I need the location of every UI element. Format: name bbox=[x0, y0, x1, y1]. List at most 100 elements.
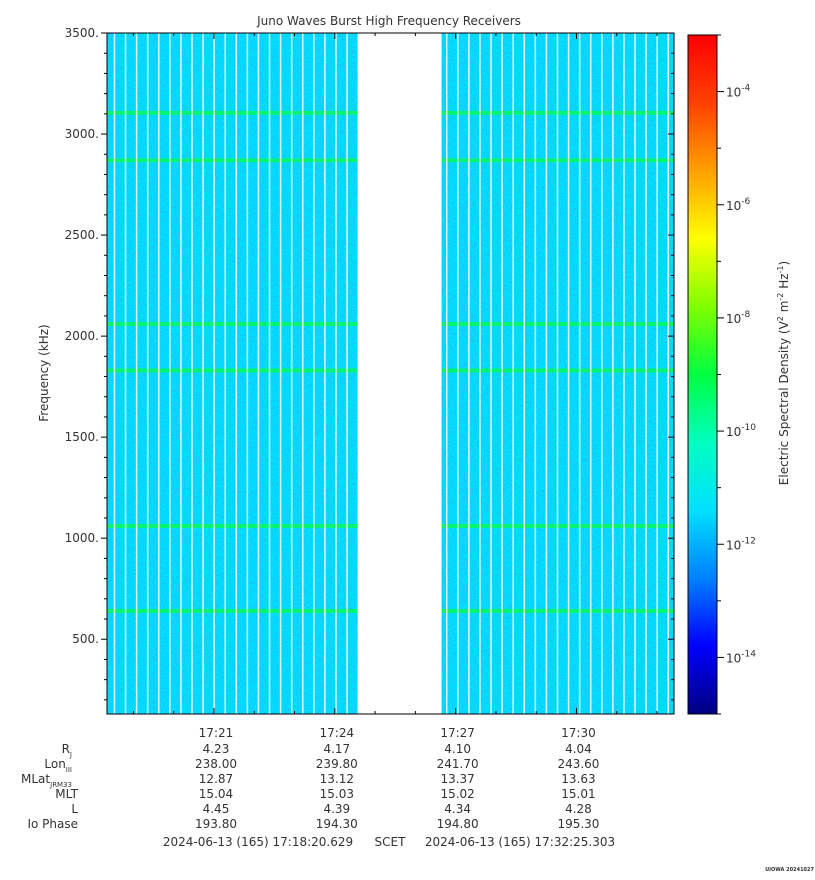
ephemeris-value: 12.87 bbox=[199, 772, 233, 786]
sweep-gap-line bbox=[490, 33, 492, 714]
ephemeris-value: 195.30 bbox=[557, 817, 599, 831]
sweep-gap-line bbox=[556, 33, 559, 714]
ephemeris-value: 239.80 bbox=[316, 757, 358, 771]
ephemeris-value: 4.04 bbox=[565, 742, 592, 756]
sweep-gap-line bbox=[279, 33, 282, 714]
colorbar bbox=[687, 34, 718, 715]
sweep-gap-line bbox=[290, 33, 293, 714]
sweep-gap-line bbox=[146, 33, 149, 714]
y-tick-label: 3500. bbox=[65, 26, 99, 40]
sweep-gap-line bbox=[268, 33, 271, 714]
ephemeris-value: 13.37 bbox=[440, 772, 474, 786]
sweep-gap-line bbox=[313, 33, 315, 714]
ephemeris-value: 4.34 bbox=[444, 802, 471, 816]
sweep-gap-line bbox=[191, 33, 193, 714]
ephemeris-value: 193.80 bbox=[195, 817, 237, 831]
sweep-gap-line bbox=[457, 33, 459, 714]
credit-label: UIOWA 20241027 bbox=[765, 867, 814, 873]
ephemeris-row-label: Io Phase bbox=[27, 817, 78, 831]
sweep-gap-line bbox=[346, 33, 348, 714]
chart-title: Juno Waves Burst High Frequency Receiver… bbox=[256, 14, 521, 28]
y-tick-label: 1500. bbox=[65, 430, 99, 444]
ephemeris-row-label: MLatJRM33 bbox=[21, 772, 72, 789]
sweep-gap-line bbox=[180, 33, 182, 714]
sweep-gap-line bbox=[124, 33, 127, 714]
data-gap bbox=[357, 33, 442, 714]
ephemeris-value: 4.10 bbox=[444, 742, 471, 756]
sweep-gap-line bbox=[645, 33, 647, 714]
sweep-gap-line bbox=[445, 33, 448, 714]
sweep-gap-line bbox=[246, 33, 249, 714]
plot-frame bbox=[106, 32, 675, 715]
ephemeris-value: 4.39 bbox=[323, 802, 350, 816]
sweep-gap-line bbox=[335, 33, 337, 714]
sweep-gap-line bbox=[169, 33, 171, 714]
sweep-gap-line bbox=[158, 33, 160, 714]
ephemeris-row-label: RJ bbox=[62, 742, 72, 759]
ephemeris-value: 15.01 bbox=[561, 787, 595, 801]
sweep-gap-line bbox=[213, 33, 215, 714]
sweep-gap-line bbox=[324, 33, 326, 714]
sweep-gap-line bbox=[589, 33, 592, 714]
x-tick-label: 17:24 bbox=[320, 726, 355, 740]
sweep-gap-line bbox=[113, 33, 116, 714]
ephemeris-value: 15.02 bbox=[440, 787, 474, 801]
sweep-gap-line bbox=[302, 33, 304, 714]
sweep-gap-line bbox=[135, 33, 138, 714]
sweep-gap-line bbox=[468, 33, 470, 714]
y-tick-label: 500. bbox=[72, 632, 99, 646]
sweep-gap-line bbox=[512, 33, 514, 714]
colorbar-tick-label: 10-10 bbox=[726, 423, 756, 439]
sweep-gap-line bbox=[623, 33, 625, 714]
ephemeris-value: 4.28 bbox=[565, 802, 592, 816]
spectrogram-plot-area bbox=[107, 33, 674, 714]
colorbar-axis: 10-14 10-12 10-10 10-8 10-6 10-4 bbox=[717, 34, 756, 715]
sweep-gap-line bbox=[479, 33, 481, 714]
ephemeris-value: 238.00 bbox=[195, 757, 237, 771]
y-tick-label: 3000. bbox=[65, 127, 99, 141]
sweep-gap-line bbox=[224, 33, 226, 714]
sweep-gap-line bbox=[578, 33, 581, 714]
ephemeris-row-label: MLT bbox=[55, 787, 78, 801]
y-axis-label: Frequency (kHz) bbox=[37, 324, 51, 421]
ephemeris-value: 4.45 bbox=[203, 802, 230, 816]
colorbar-tick-label: 10-12 bbox=[726, 536, 756, 552]
ephemeris-value: 243.60 bbox=[557, 757, 599, 771]
ephemeris-value: 15.04 bbox=[199, 787, 233, 801]
ephemeris-value: 194.30 bbox=[316, 817, 358, 831]
ephemeris-row-label: L bbox=[71, 802, 78, 816]
ephemeris-table: RJ 4.23 4.17 4.10 4.04 LonIII 238.00 239.80 241.… bbox=[21, 742, 599, 831]
sweep-gap-line bbox=[545, 33, 548, 714]
ephemeris-value: 241.70 bbox=[437, 757, 479, 771]
colorbar-tick-label: 10-6 bbox=[726, 197, 751, 213]
ephemeris-value: 15.03 bbox=[320, 787, 354, 801]
y-axis: 500. 1000. 1500. 2000. 2500. 3000. 3500. bbox=[65, 26, 674, 701]
colorbar-tick-label: 10-8 bbox=[726, 310, 751, 326]
time-range-label: SCET bbox=[375, 835, 407, 849]
sweep-gap-line bbox=[667, 33, 670, 714]
sweep-gap-line bbox=[235, 33, 238, 714]
ephemeris-row-label: LonIII bbox=[44, 757, 72, 774]
colorbar-tick-label: 10-14 bbox=[726, 649, 756, 665]
sweep-gap-line bbox=[612, 33, 614, 714]
ephemeris-value: 4.23 bbox=[203, 742, 230, 756]
sweep-gap-line bbox=[534, 33, 537, 714]
colorbar-tick-label: 10-4 bbox=[726, 84, 751, 100]
sweep-gap-line bbox=[634, 33, 636, 714]
ephemeris-value: 13.12 bbox=[320, 772, 354, 786]
sweep-gap-line bbox=[567, 33, 570, 714]
ephemeris-value: 4.17 bbox=[323, 742, 350, 756]
sweep-gap-line bbox=[257, 33, 260, 714]
x-tick-label: 17:21 bbox=[199, 726, 234, 740]
sweep-gap-line bbox=[656, 33, 658, 714]
y-tick-label: 1000. bbox=[65, 531, 99, 545]
ephemeris-value: 194.80 bbox=[437, 817, 479, 831]
y-tick-label: 2500. bbox=[65, 228, 99, 242]
sweep-gap-line bbox=[501, 33, 503, 714]
x-tick-label: 17:27 bbox=[440, 726, 475, 740]
sweep-gap-line bbox=[523, 33, 526, 714]
time-range-end: 2024-06-13 (165) 17:32:25.303 bbox=[425, 835, 615, 849]
time-range-start: 2024-06-13 (165) 17:18:20.629 bbox=[163, 835, 353, 849]
x-axis: 17:21 17:24 17:27 17:30 bbox=[132, 33, 658, 740]
sweep-gap-line bbox=[601, 33, 603, 714]
